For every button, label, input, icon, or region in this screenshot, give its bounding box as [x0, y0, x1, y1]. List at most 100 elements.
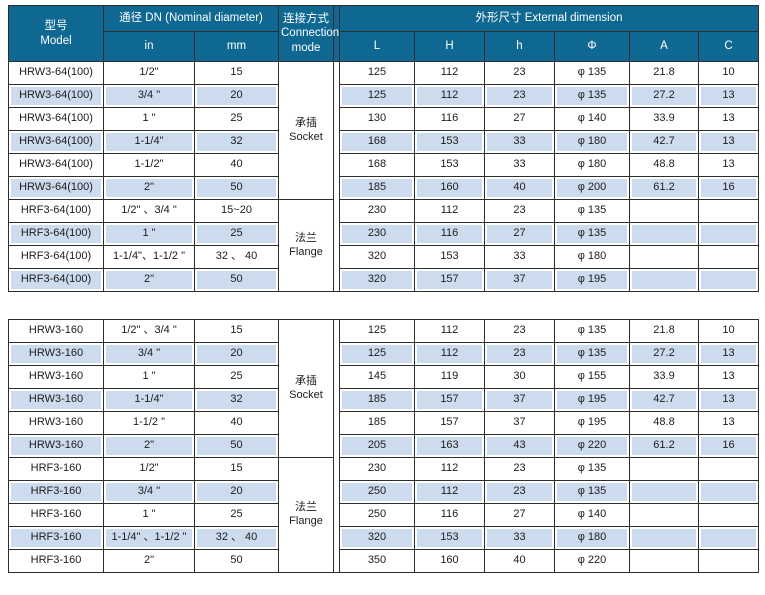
model-cell: HRF3-64(100): [8, 222, 104, 246]
dim-L-cell: 168: [339, 153, 415, 177]
dn-mm-cell: 32: [194, 130, 279, 154]
dn-in-cell: 1-1/4": [103, 130, 195, 154]
dn-mm-cell: 15: [194, 457, 279, 481]
dim-h-cell: 23: [484, 457, 555, 481]
dim-H-cell: 157: [414, 388, 485, 412]
dim-L-cell: 125: [339, 319, 415, 343]
dim-H-cell: 157: [414, 268, 485, 292]
dim-L-cell: 125: [339, 342, 415, 366]
model-cell: HRW3-64(100): [8, 176, 104, 200]
table-body-160: HRW3-160 1/2" 、3/4 " 15 承插 Socket 125 112 23 φ …: [8, 319, 759, 573]
dim-h-cell: 23: [484, 84, 555, 108]
connection-mode-column-header: 连接方式 Connection mode: [278, 5, 339, 62]
model-cell: HRF3-160: [8, 526, 104, 550]
dim-phi-cell: φ 135: [554, 199, 630, 223]
dn-in-cell: 2": [103, 176, 195, 200]
dim-A-cell: [629, 480, 699, 504]
dim-A-cell: 42.7: [629, 388, 699, 412]
dim-A-cell: 48.8: [629, 411, 699, 435]
dim-h-cell: 37: [484, 388, 555, 412]
dim-h-cell: 33: [484, 130, 555, 154]
dim-L-cell: 320: [339, 245, 415, 269]
dim-A-cell: 21.8: [629, 319, 699, 343]
dn-in-cell: 3/4 ": [103, 342, 195, 366]
dim-L-cell: 250: [339, 480, 415, 504]
table-row: HRW3-64(100) 1/2" 15 承插 Socket 125 112 23 φ 135…: [8, 61, 760, 292]
spec-table-64-100: 型号 Model 通径 DN (Nominal diameter) 连接方式 C…: [8, 5, 760, 292]
dim-H-cell: 112: [414, 61, 485, 85]
dim-H-cell: 119: [414, 365, 485, 389]
dim-h-cell: 23: [484, 319, 555, 343]
model-cell: HRF3-64(100): [8, 268, 104, 292]
dn-in-cell: 3/4 ": [103, 480, 195, 504]
dim-phi-cell: φ 135: [554, 84, 630, 108]
h-column-header: h: [484, 31, 555, 62]
dn-mm-cell: 20: [194, 342, 279, 366]
table-row: HRF3-64(100) 1 " 25 230 116 27 φ 135: [8, 222, 760, 246]
table-header: 型号 Model 通径 DN (Nominal diameter) 连接方式 C…: [8, 5, 760, 62]
dim-phi-cell: φ 200: [554, 176, 630, 200]
A-column-header: A: [629, 31, 699, 62]
dim-A-cell: [629, 457, 699, 481]
phi-column-header: Φ: [554, 31, 630, 62]
dim-phi-cell: φ 180: [554, 245, 630, 269]
dim-L-cell: 230: [339, 199, 415, 223]
model-cell: HRW3-64(100): [8, 61, 104, 85]
dim-H-cell: 116: [414, 222, 485, 246]
dn-mm-cell: 40: [194, 153, 279, 177]
table-row: HRF3-64(100) 2" 50 320 157 37 φ 195: [8, 268, 760, 292]
model-cell: HRW3-64(100): [8, 153, 104, 177]
dim-C-cell: [698, 503, 759, 527]
dim-L-cell: 185: [339, 411, 415, 435]
dim-h-cell: 43: [484, 434, 555, 458]
dn-in-cell: 1-1/4"、1-1/2 ": [103, 245, 195, 269]
dim-A-cell: [629, 245, 699, 269]
dim-phi-cell: φ 195: [554, 411, 630, 435]
dim-h-cell: 23: [484, 342, 555, 366]
dim-H-cell: 160: [414, 176, 485, 200]
dim-A-cell: 21.8: [629, 61, 699, 85]
dim-C-cell: [698, 480, 759, 504]
dn-mm-cell: 32 、 40: [194, 245, 279, 269]
dim-H-cell: 112: [414, 199, 485, 223]
dim-h-cell: 33: [484, 526, 555, 550]
table-row: HRF3-160 2" 50 350 160 40 φ 220: [8, 549, 759, 573]
in-column-header: in: [103, 31, 195, 62]
table-row: HRW3-160 1/2" 、3/4 " 15 承插 Socket 125 112 23 φ …: [8, 319, 759, 573]
spec-table-160: HRW3-160 1/2" 、3/4 " 15 承插 Socket 125 112 23 φ …: [8, 319, 759, 573]
dim-C-cell: 16: [698, 434, 759, 458]
table-row: HRW3-160 1 " 25 145 119 30 φ 155 33.9 13: [8, 365, 759, 389]
model-cell: HRW3-64(100): [8, 130, 104, 154]
dn-in-cell: 1 ": [103, 503, 195, 527]
dim-phi-cell: φ 220: [554, 434, 630, 458]
dim-H-cell: 153: [414, 153, 485, 177]
dn-mm-cell: 25: [194, 222, 279, 246]
dim-A-cell: 61.2: [629, 176, 699, 200]
dim-h-cell: 40: [484, 176, 555, 200]
dim-A-cell: [629, 222, 699, 246]
H-column-header: H: [414, 31, 485, 62]
dn-mm-cell: 50: [194, 176, 279, 200]
dim-L-cell: 250: [339, 503, 415, 527]
dim-C-cell: 13: [697, 130, 760, 154]
dn-in-cell: 1/2" 、3/4 ": [103, 199, 195, 223]
model-cell: HRW3-160: [8, 434, 104, 458]
table-row: HRF3-160 1 " 25 250 116 27 φ 140: [8, 503, 759, 527]
dn-in-cell: 1 ": [103, 222, 195, 246]
dn-mm-cell: 32: [194, 388, 279, 412]
dim-A-cell: [629, 503, 699, 527]
table-row: HRW3-64(100) 1 " 25 130 116 27 φ 140 33.9 13: [8, 107, 760, 131]
dim-L-cell: 185: [339, 176, 415, 200]
dim-A-cell: [629, 526, 699, 550]
dim-A-cell: [629, 268, 699, 292]
dim-phi-cell: φ 140: [554, 503, 630, 527]
connection-cell: 法兰 Flange: [278, 199, 334, 292]
dn-mm-cell: 15: [194, 61, 279, 85]
dn-mm-cell: 20: [194, 480, 279, 504]
dim-C-cell: [697, 268, 760, 292]
dim-H-cell: 116: [414, 503, 485, 527]
dn-in-cell: 2": [103, 434, 195, 458]
dim-L-cell: 320: [339, 268, 415, 292]
dim-phi-cell: φ 180: [554, 526, 630, 550]
dn-mm-cell: 32 、 40: [194, 526, 279, 550]
